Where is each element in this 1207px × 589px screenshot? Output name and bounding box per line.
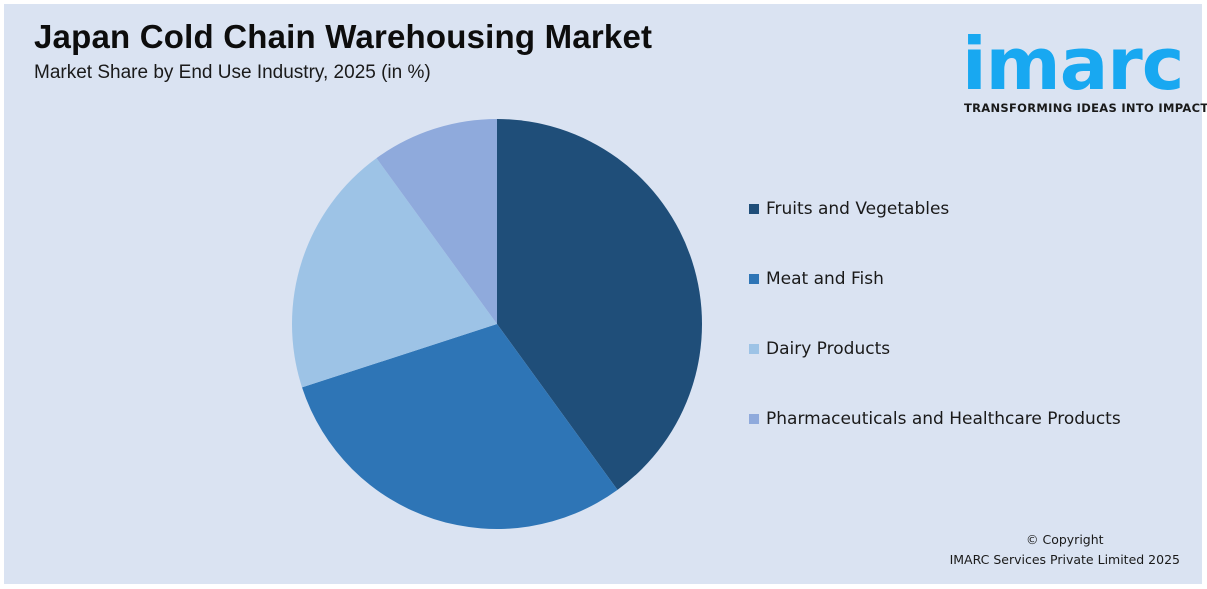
pie-slice-dairy-products [292,158,497,388]
copyright-line-2: IMARC Services Private Limited 2025 [949,552,1180,567]
pie-chart [292,119,702,529]
chart-panel: Japan Cold Chain Warehousing Market Mark… [4,4,1207,584]
legend-swatch [749,344,759,354]
pie-slice-pharmaceuticals-and-healthcare-products [376,119,497,324]
legend-swatch [749,414,759,424]
copyright-notice: © Copyright IMARC Services Private Limit… [950,530,1180,570]
copyright-line-1: © Copyright [1026,532,1104,547]
legend-item-meat-and-fish: Meat and Fish [749,267,884,291]
logo-wordmark: imarc [962,22,1184,106]
legend-label: Dairy Products [766,339,891,359]
legend-item-pharmaceuticals-and-healthcare-products: Pharmaceuticals and Healthcare Products [749,407,1121,431]
pie-slice-meat-and-fish [302,324,618,529]
chart-subtitle: Market Share by End Use Industry, 2025 (… [34,62,431,83]
legend-swatch [749,204,759,214]
legend-label: Fruits and Vegetables [766,199,950,219]
imarc-logo: imarc TRANSFORMING IDEAS INTO IMPACT [962,14,1207,126]
pie-slice-fruits-and-vegetables [497,119,702,490]
legend-item-dairy-products: Dairy Products [749,337,890,361]
chart-title: Japan Cold Chain Warehousing Market [34,18,653,55]
legend-label: Meat and Fish [766,269,884,289]
legend-swatch [749,274,759,284]
legend-item-fruits-and-vegetables: Fruits and Vegetables [749,197,949,221]
logo-tagline: TRANSFORMING IDEAS INTO IMPACT [964,101,1207,115]
legend-label: Pharmaceuticals and Healthcare Products [766,409,1121,429]
